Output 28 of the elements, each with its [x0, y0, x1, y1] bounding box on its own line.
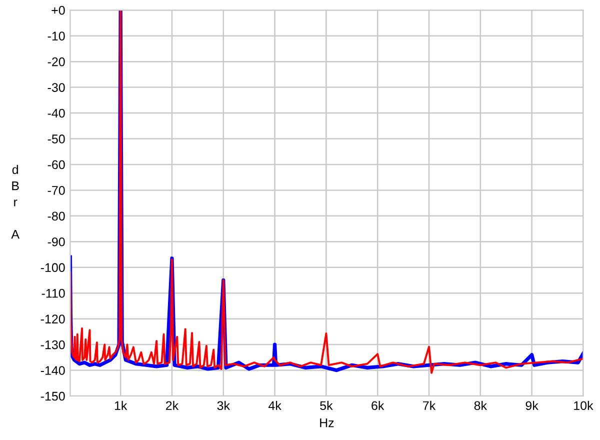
y-tick-label: -100 — [40, 263, 65, 272]
y-tick-label: -110 — [42, 288, 65, 298]
x-axis-title: Hz — [320, 418, 334, 428]
y-tick-label: +0 — [52, 6, 65, 15]
y-tick-label: -50 — [48, 134, 65, 144]
y-tick-label: -120 — [40, 314, 65, 324]
y-tick-label: -60 — [48, 160, 65, 170]
y-tick-label: -150 — [40, 392, 65, 401]
y-tick-label: -20 — [48, 57, 65, 66]
y-tick-label: -70 — [48, 186, 65, 195]
x-tick-label: 2k — [166, 400, 179, 410]
x-tick-label: 3k — [217, 400, 230, 410]
x-tick-label: 9k — [526, 400, 538, 410]
y-tick-label: -10 — [48, 32, 65, 40]
x-tick-label: 5k — [320, 400, 333, 410]
x-tick-label: 7k — [423, 400, 436, 410]
y-tick-label: -80 — [48, 212, 65, 221]
x-tick-label: 8k — [474, 400, 488, 410]
y-tick-label: -40 — [48, 108, 65, 118]
x-tick-label: 10k — [574, 400, 594, 410]
y-tick-label: -140 — [40, 366, 65, 375]
text: dBr A — [11, 164, 20, 239]
x-tick-label: 4k — [268, 400, 282, 410]
y-tick-label: -130 — [40, 340, 65, 350]
y-tick-label: -90 — [48, 237, 65, 246]
x-tick-label: 6k — [372, 400, 384, 410]
x-tick-label: 1k — [114, 400, 128, 410]
y-tick-label: -30 — [48, 83, 65, 92]
